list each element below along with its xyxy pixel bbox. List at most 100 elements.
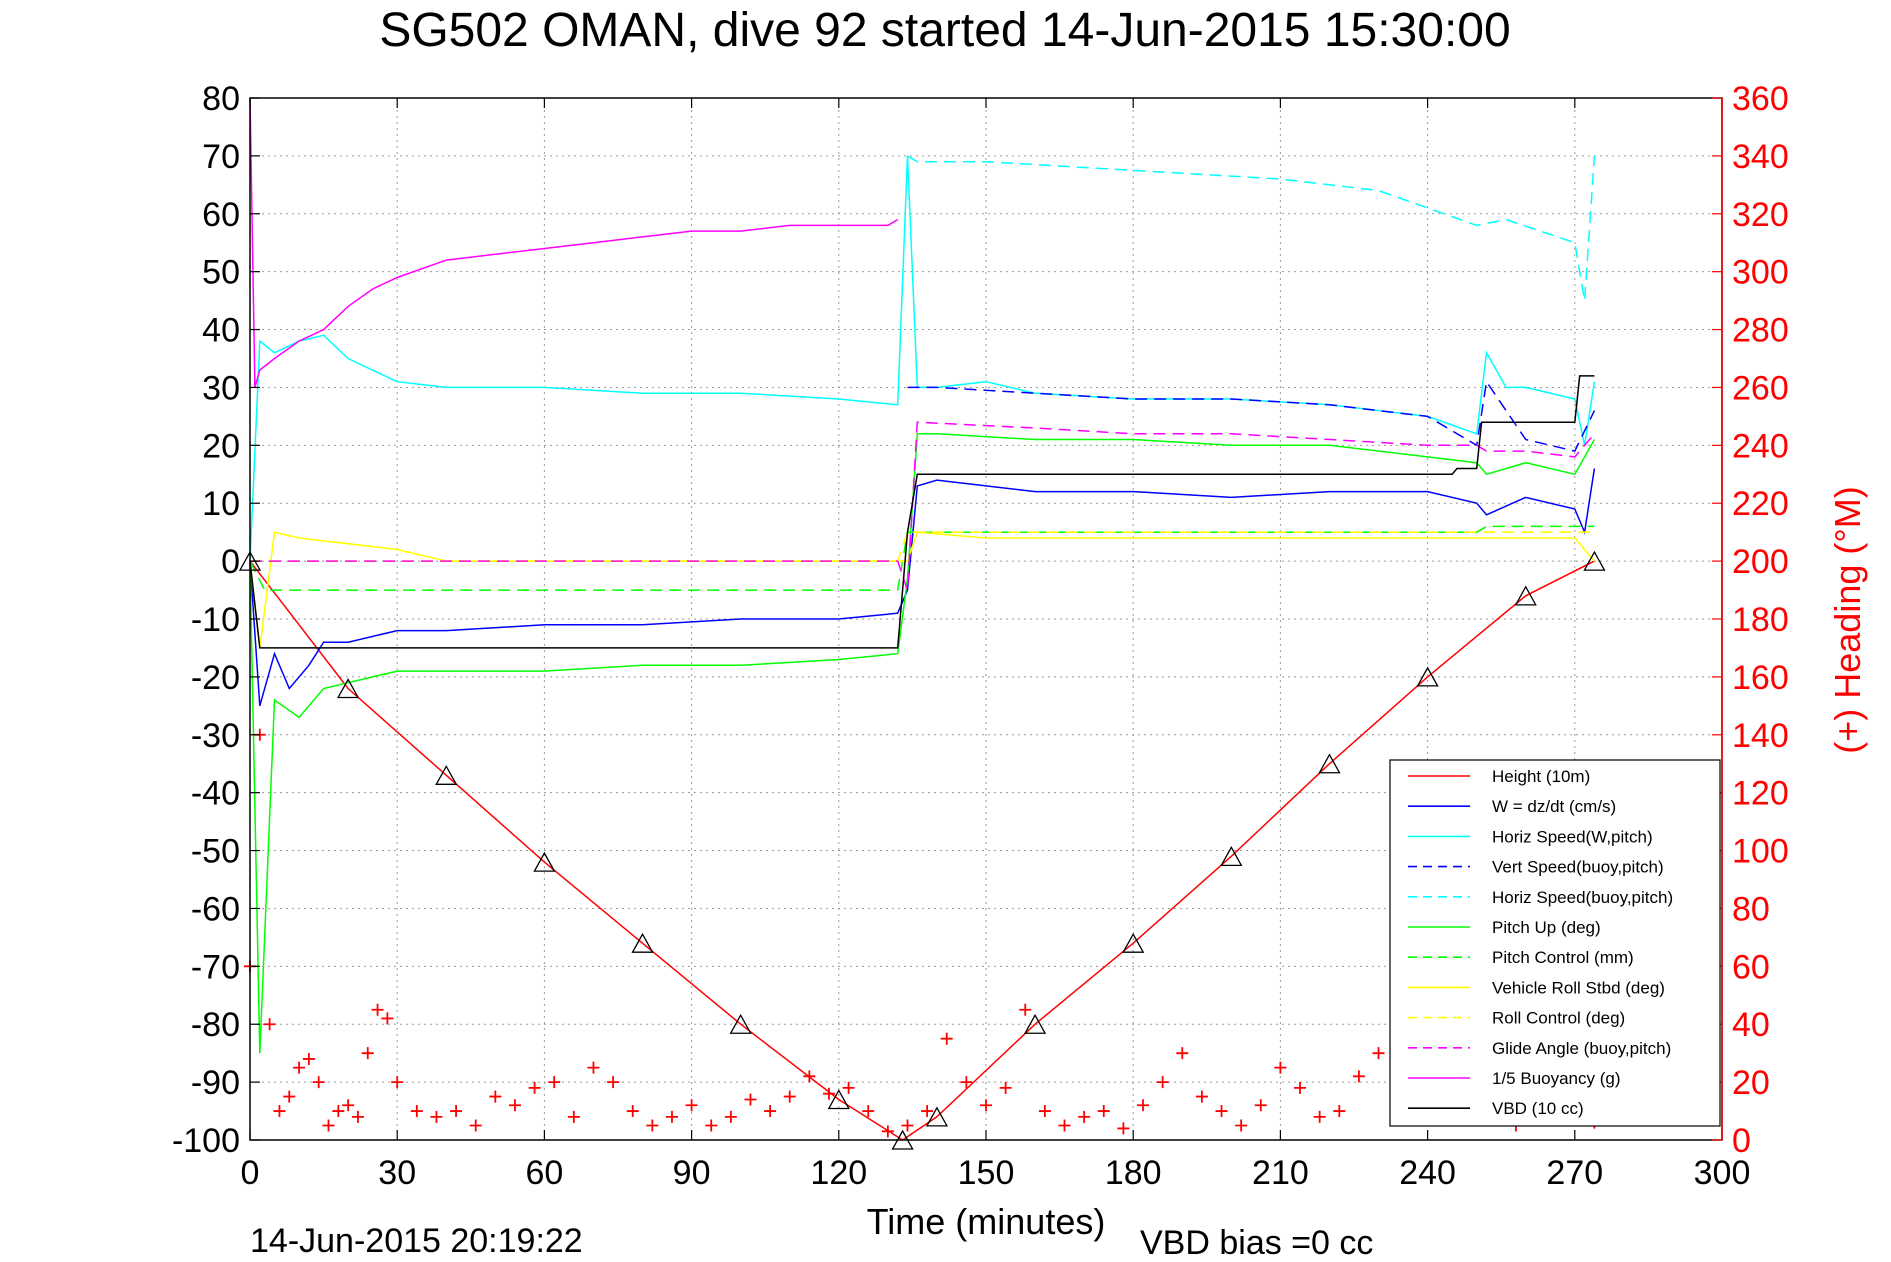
- series-line-9: [250, 421, 1595, 591]
- legend-label-4: Horiz Speed(buoy,pitch): [1492, 888, 1673, 907]
- heading-point: [587, 1061, 600, 1074]
- height-marker: [827, 1089, 850, 1110]
- y2-tick-label: 220: [1732, 485, 1789, 523]
- x-tick-label: 270: [1546, 1154, 1603, 1192]
- heading-point: [332, 1105, 345, 1118]
- series-line-4: [907, 155, 1596, 301]
- series-line-5: [249, 433, 1596, 1054]
- heading-point: [381, 1012, 394, 1025]
- heading-point: [1313, 1110, 1326, 1123]
- chart-title: SG502 OMAN, dive 92 started 14-Jun-2015 …: [379, 4, 1510, 57]
- height-marker: [1318, 753, 1341, 774]
- y-tick-label: 20: [202, 427, 240, 465]
- y2-tick-label: 140: [1732, 717, 1789, 755]
- heading-point: [312, 1076, 325, 1089]
- heading-point: [567, 1110, 580, 1123]
- heading-point: [940, 1032, 953, 1045]
- heading-point: [1176, 1047, 1189, 1060]
- height-marker: [925, 1106, 949, 1127]
- y-tick-label: 60: [202, 196, 240, 234]
- legend-label-10: 1/5 Buoyancy (g): [1492, 1069, 1621, 1088]
- height-marker: [1416, 666, 1439, 687]
- y2-tick-label: 200: [1732, 543, 1789, 581]
- legend-label-8: Roll Control (deg): [1492, 1009, 1625, 1028]
- x-tick-label: 210: [1252, 1154, 1309, 1192]
- y-tick-label: -90: [191, 1064, 240, 1102]
- y2-axis-ticks: 3603403203002802602402202001801601401201…: [1712, 80, 1789, 1160]
- heading-point: [410, 1105, 423, 1118]
- heading-point: [1117, 1122, 1130, 1135]
- y2-tick-label: 320: [1732, 196, 1789, 234]
- legend-label-9: Glide Angle (buoy,pitch): [1492, 1039, 1671, 1058]
- y-tick-label: -60: [191, 890, 240, 928]
- height-marker: [533, 851, 556, 872]
- y2-tick-label: 100: [1732, 833, 1789, 871]
- y-tick-label: -70: [191, 948, 240, 986]
- y2-axis-label: (+) Heading (°M): [1827, 486, 1868, 753]
- heading-point: [293, 1061, 306, 1074]
- x-tick-label: 240: [1399, 1154, 1456, 1192]
- y2-tick-label: 260: [1732, 369, 1789, 407]
- x-tick-label: 0: [241, 1154, 260, 1192]
- footer-vbd-bias: VBD bias =0 cc: [1140, 1224, 1373, 1262]
- y2-tick-label: 360: [1732, 80, 1789, 118]
- heading-point: [351, 1110, 364, 1123]
- y2-tick-label: 300: [1732, 254, 1789, 292]
- heading-point: [607, 1076, 620, 1089]
- heading-point: [1038, 1105, 1051, 1118]
- x-tick-label: 150: [958, 1154, 1015, 1192]
- y-tick-label: 80: [202, 80, 240, 118]
- y-tick-label: 50: [202, 254, 240, 292]
- heading-point: [1274, 1061, 1287, 1074]
- heading-point: [322, 1119, 335, 1132]
- heading-point: [273, 1105, 286, 1118]
- legend-box: [1389, 759, 1721, 1127]
- legend: Height (10m) W = dz/dt (cm/s) Horiz Speed(…: [1389, 759, 1721, 1127]
- y-tick-label: -40: [191, 775, 240, 813]
- y-axis-ticks: 80 70 60 50 40 30 20 10 0 -10 -20 -30 -40 -50 -60 -70 -8…: [172, 80, 260, 1160]
- height-marker: [1514, 585, 1537, 606]
- heading-point: [391, 1076, 404, 1089]
- x-tick-label: 30: [378, 1154, 416, 1192]
- heading-point: [842, 1081, 855, 1094]
- legend-label-11: VBD (10 cc): [1492, 1099, 1584, 1118]
- x-tick-label: 180: [1105, 1154, 1162, 1192]
- heading-point: [665, 1110, 678, 1123]
- y-tick-label: 40: [202, 312, 240, 350]
- heading-point: [1352, 1070, 1365, 1083]
- heading-point: [283, 1090, 296, 1103]
- heading-point: [508, 1099, 521, 1112]
- heading-point: [999, 1081, 1012, 1094]
- heading-point: [705, 1119, 718, 1132]
- legend-label-6: Pitch Control (mm): [1492, 948, 1634, 967]
- heading-point: [528, 1081, 541, 1094]
- heading-point: [1235, 1119, 1248, 1132]
- series-line-0: [249, 560, 1595, 1141]
- heading-point: [1215, 1105, 1228, 1118]
- heading-point: [1078, 1110, 1091, 1123]
- heading-point: [822, 1087, 835, 1100]
- y2-tick-label: 0: [1732, 1122, 1751, 1160]
- y2-tick-label: 340: [1732, 138, 1789, 176]
- series-line-1: [249, 468, 1596, 707]
- heading-point: [1058, 1119, 1071, 1132]
- y2-tick-label: 20: [1732, 1064, 1770, 1102]
- y-tick-label: 0: [221, 543, 240, 581]
- heading-point: [646, 1119, 659, 1132]
- heading-point: [626, 1105, 639, 1118]
- heading-point: [450, 1105, 463, 1118]
- x-tick-label: 120: [810, 1154, 867, 1192]
- heading-point: [1294, 1081, 1307, 1094]
- y-tick-label: -50: [191, 833, 240, 871]
- heading-point: [1195, 1090, 1208, 1103]
- legend-label-3: Vert Speed(buoy,pitch): [1492, 858, 1664, 877]
- x-axis-label: Time (minutes): [867, 1201, 1106, 1242]
- heading-point: [1372, 1047, 1385, 1060]
- heading-point: [803, 1070, 816, 1083]
- heading-point: [342, 1099, 355, 1112]
- series-line-10: [249, 97, 899, 388]
- series-layer: [249, 97, 1596, 1141]
- heading-point: [1333, 1105, 1346, 1118]
- footer-timestamp: 14-Jun-2015 20:19:22: [250, 1222, 583, 1260]
- y-tick-label: -80: [191, 1006, 240, 1044]
